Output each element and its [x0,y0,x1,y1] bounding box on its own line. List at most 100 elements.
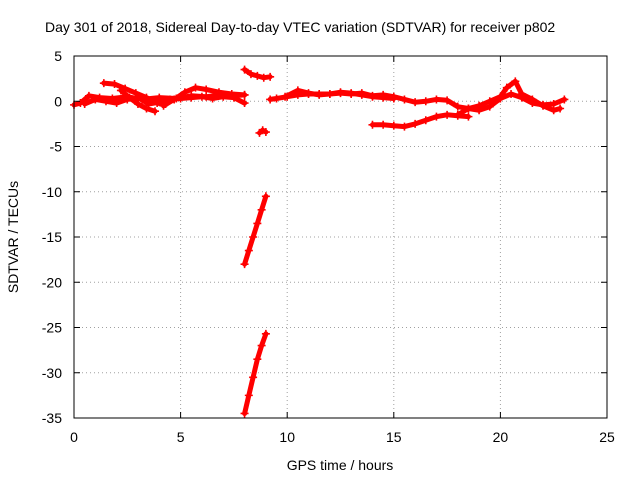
x-axis-label: GPS time / hours [287,457,394,473]
data-point-marker [240,90,249,99]
grid-lines [74,56,607,418]
x-tick-label: 0 [70,429,78,445]
data-point-marker [125,93,134,102]
data-point-marker [475,101,484,110]
data-point-marker [517,90,526,99]
data-point-marker [142,104,151,113]
data-point-marker [266,72,275,81]
series-arc-5 [242,193,269,267]
data-point-marker [249,373,258,382]
data-point-marker [244,391,253,400]
data-point-marker [272,94,281,103]
data-point-marker [110,80,119,89]
data-point-marker [214,88,223,97]
data-point-marker [368,120,377,129]
data-point-marker [249,233,258,241]
data-point-marker [131,89,140,98]
data-point-marker [453,110,462,119]
data-point-marker [99,79,108,88]
data-point-marker [368,92,377,101]
y-tick-label: -10 [42,184,62,200]
data-point-marker [539,101,548,110]
axis-ticks: 0 5 10 15 20 25 5 0 -5 -10 -15 -20 -25 -30 -35 [42,48,615,445]
data-point-marker [556,104,565,113]
y-tick-label: -25 [42,320,62,336]
y-tick-label: -5 [50,139,63,155]
data-point-marker [507,90,516,99]
data-point-marker [261,329,270,338]
data-point-marker [411,98,420,107]
data-point-marker [133,99,142,108]
data-point-marker [304,89,313,98]
data-point-marker [421,116,430,125]
data-point-marker [253,71,262,80]
data-point-marker [389,94,398,103]
data-point-marker [443,96,452,105]
data-point-marker [400,95,409,104]
data-point-marker [240,260,249,269]
data-point-marker [528,95,537,104]
y-tick-label: -35 [42,410,62,426]
data-point-marker [266,95,275,104]
data-point-marker [246,70,255,79]
data-point-marker [411,119,420,128]
data-point-marker [197,92,206,101]
data-point-marker [159,101,168,110]
data-point-marker [432,112,441,121]
data-point-marker [511,77,520,86]
x-tick-label: 20 [493,429,509,445]
x-tick-label: 10 [279,429,295,445]
data-point-marker [180,88,189,97]
y-tick-label: -20 [42,274,62,290]
data-point-marker [116,86,125,95]
data-point-marker [153,99,162,108]
data-point-marker [257,341,266,350]
data-point-marker [240,409,249,418]
data-point-marker [453,102,462,111]
y-tick-label: -15 [42,229,62,245]
data-point-marker [261,192,270,201]
data-point-marker [227,90,236,99]
data-point-marker [357,90,366,99]
series-arc-10 [455,78,563,118]
y-tick-label: 0 [54,93,62,109]
data-point-marker [502,83,511,92]
data-point-marker [253,355,262,364]
data-point-marker [91,95,100,104]
x-tick-label: 5 [177,429,185,445]
data-point-marker [84,91,93,100]
data-point-marker [187,93,196,102]
data-point-marker [432,95,441,104]
data-point-marker [259,73,268,82]
data-point-marker [389,121,398,130]
data-point-marker [191,83,200,92]
x-tick-label: 25 [599,429,615,445]
y-tick-label: -30 [42,365,62,381]
data-point-marker [261,128,270,137]
data-point-marker [443,110,452,119]
data-point-marker [496,92,505,101]
data-point-marker [560,95,569,104]
data-point-marker [142,93,151,102]
data-series [70,65,569,418]
data-point-marker [253,219,262,228]
data-point-marker [257,205,266,214]
data-point-marker [112,99,121,108]
data-point-marker [240,99,249,108]
data-point-marker [151,107,160,116]
x-tick-label: 15 [386,429,402,445]
data-point-marker [379,93,388,102]
y-tick-label: 5 [54,48,62,64]
data-point-marker [202,85,211,94]
data-point-marker [80,99,89,108]
data-point-marker [240,65,249,74]
data-point-marker [244,246,253,255]
y-axis-label: SDTVAR / TECUs [5,181,21,293]
data-point-marker [325,90,334,99]
data-point-marker [315,90,324,99]
data-point-marker [464,104,473,113]
data-point-marker [379,120,388,129]
chart-title: Day 301 of 2018, Sidereal Day-to-day VTE… [45,19,555,35]
data-point-marker [336,88,345,97]
